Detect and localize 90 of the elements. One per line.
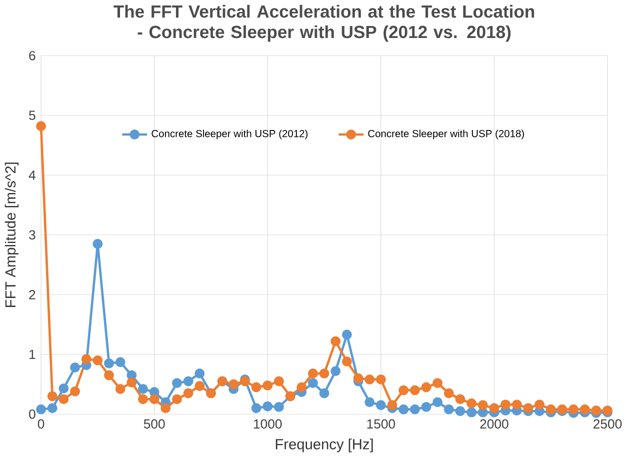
point (172, 394, 182, 404)
point (138, 384, 148, 394)
chart-title: The FFT Vertical Acceleration at the Test Location - Concrete Sleeper with USP (2012 vs. 2018) (114, 4, 534, 42)
point (47, 403, 58, 414)
point (421, 402, 432, 412)
point (398, 385, 409, 396)
point (47, 391, 58, 402)
point (421, 382, 432, 392)
point (410, 404, 420, 414)
point (194, 380, 205, 391)
legend-label: Concrete Sleeper with USP (2018) (368, 130, 524, 140)
x-axis-title: Frequency [Hz] (276, 438, 373, 452)
legend-label: Concrete Sleeper with USP (2012) (152, 130, 308, 140)
point (432, 397, 443, 408)
x-tick-label: 2000 (480, 419, 508, 429)
point (138, 394, 148, 404)
y-tick-label: 6 (29, 50, 36, 60)
point (115, 384, 126, 394)
point (512, 400, 522, 410)
point (172, 378, 182, 388)
point (36, 121, 46, 132)
point (104, 370, 114, 380)
y-tick-label: 2 (29, 290, 36, 300)
point (319, 388, 330, 398)
point (308, 368, 318, 378)
point (262, 380, 273, 390)
point (376, 374, 386, 384)
point (500, 400, 510, 410)
point (92, 355, 103, 366)
point (92, 238, 103, 249)
point (36, 404, 46, 414)
point (115, 357, 126, 368)
point (478, 400, 488, 410)
point (342, 356, 352, 366)
point (319, 368, 330, 378)
point (546, 404, 556, 414)
point (160, 403, 171, 414)
point (194, 368, 205, 378)
y-tick-label: 3 (29, 230, 36, 240)
point (466, 398, 477, 408)
point (126, 377, 137, 388)
point (251, 382, 262, 392)
point (444, 404, 454, 414)
x-tick-label: 1000 (254, 419, 282, 429)
point (183, 376, 194, 386)
point (274, 376, 284, 386)
point (455, 406, 466, 416)
point (70, 362, 80, 372)
point (398, 404, 409, 414)
point (274, 402, 284, 412)
point (342, 330, 352, 340)
point (568, 404, 578, 414)
point (466, 407, 477, 418)
point (70, 386, 80, 396)
point (444, 388, 454, 398)
point (376, 400, 386, 410)
x-tick-label: 1500 (367, 419, 396, 429)
point (81, 354, 92, 364)
point (364, 374, 375, 384)
point (251, 403, 262, 414)
point (262, 401, 273, 412)
x-tick-label: 0 (38, 419, 44, 429)
point (455, 394, 466, 404)
x-tick-label: 2500 (594, 419, 622, 429)
point (228, 379, 239, 390)
point (330, 366, 341, 376)
point (308, 378, 318, 388)
point (432, 378, 443, 388)
point (364, 397, 375, 408)
point (58, 383, 69, 394)
point (534, 400, 544, 410)
point (489, 403, 500, 414)
point (387, 400, 398, 410)
y-tick-label: 0 (29, 409, 36, 419)
x-tick-label: 500 (144, 419, 165, 429)
point (353, 373, 364, 384)
point (149, 394, 160, 404)
point (591, 405, 602, 416)
point (183, 388, 194, 398)
point (523, 403, 534, 414)
y-tick-label: 1 (30, 350, 36, 359)
point (104, 358, 114, 368)
point (580, 404, 590, 414)
y-tick-label: 4 (28, 170, 36, 180)
point (296, 382, 307, 392)
y-axis-title: FFT Amplitude [m/s^2] (4, 162, 18, 307)
y-tick-label: 5 (29, 110, 36, 120)
point (58, 394, 69, 404)
point (330, 336, 341, 346)
point (410, 385, 420, 396)
